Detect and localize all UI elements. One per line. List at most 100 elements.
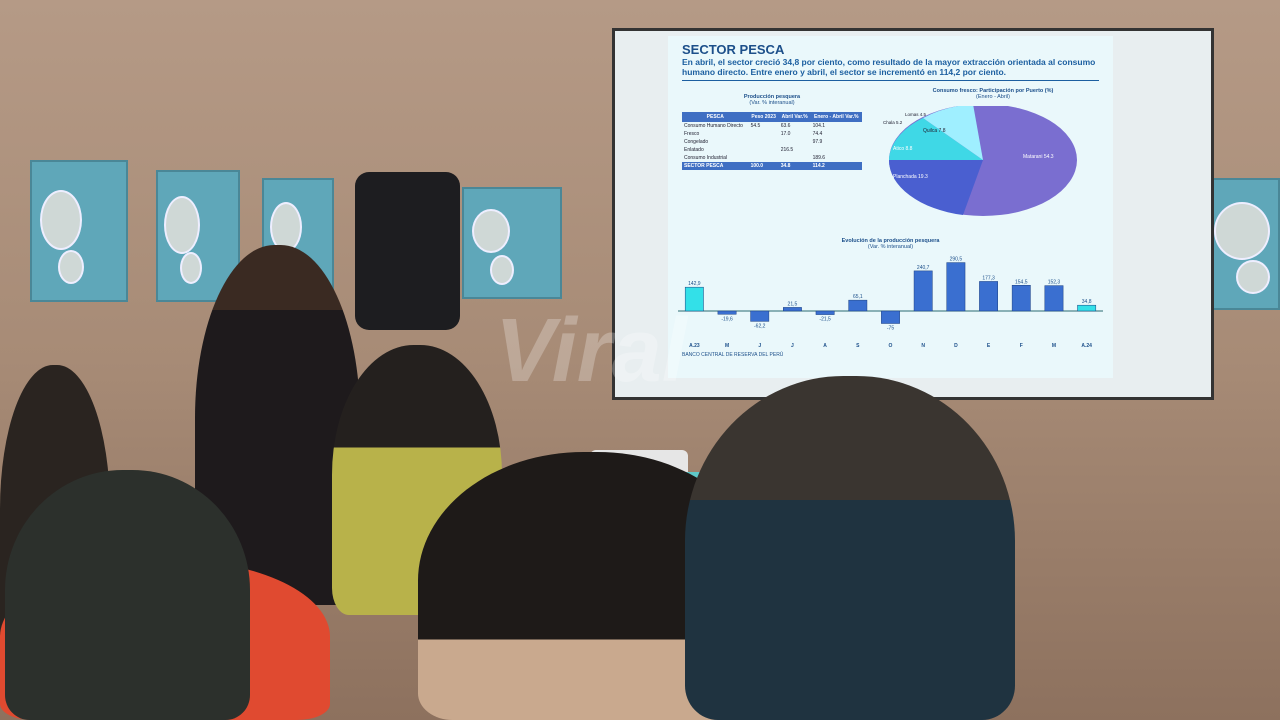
table-cell: Fresco <box>684 131 700 137</box>
bar <box>750 310 770 322</box>
bar <box>1011 285 1031 312</box>
x-tick-label: M <box>1052 343 1056 349</box>
pie-title: Consumo fresco: Participación por Puerto… <box>932 88 1054 94</box>
table-cell: 100.0 <box>748 162 779 170</box>
table-row: Consumo Industrial 189.6 <box>682 154 862 162</box>
table-cell <box>749 138 779 146</box>
x-tick-label: S <box>856 343 860 349</box>
bar <box>783 307 802 312</box>
watermark: Viral <box>495 301 687 401</box>
bar-chart-subtitle: (Var. % interanual) <box>867 244 914 250</box>
table-cell: Consumo Industrial <box>684 155 728 161</box>
pie-label: Matarani 54.3 <box>1023 154 1054 160</box>
wall-poster <box>156 170 240 302</box>
pie-label: Planchada 19.3 <box>893 174 928 180</box>
wall-poster <box>462 187 562 299</box>
wall-poster <box>30 160 128 302</box>
bar-value-label: 21,5 <box>788 301 798 307</box>
pie-subtitle: (Enero - Abril) <box>976 94 1010 100</box>
bar <box>1077 304 1097 312</box>
pie-label: Lomas 4.5 <box>905 112 927 117</box>
pie-slice-quilca <box>923 106 983 160</box>
bar <box>881 310 900 324</box>
table-cell: Enlatado <box>684 147 704 153</box>
bar-value-label: 290,5 <box>950 257 963 263</box>
table-header: PESCA <box>682 112 749 122</box>
table-cell: 34.8 <box>778 162 811 170</box>
table-row: Congelado 97.9 <box>682 138 862 146</box>
bar <box>979 281 998 312</box>
production-table: PESCA Peso 2023 Abril Var.% Enero - Abril V… <box>682 112 862 170</box>
bar-value-label: 177,3 <box>982 275 995 281</box>
bar <box>684 286 704 312</box>
table-header: Enero - Abril Var.% <box>810 112 862 122</box>
loudspeaker <box>355 172 460 330</box>
bar-value-label: 152,3 <box>1048 280 1061 286</box>
table-cell: 189.6 <box>812 155 826 161</box>
slide-footer: BANCO CENTRAL DE RESERVA DEL PERÚ <box>682 352 784 358</box>
x-tick-label: J <box>791 343 794 349</box>
pie-label: Chala 5.2 <box>883 120 903 125</box>
bar-value-label: 142,9 <box>688 281 701 287</box>
table-cell: 114.2 <box>810 162 862 170</box>
table-cell <box>749 130 779 138</box>
table-cell: 74.4 <box>812 131 823 137</box>
x-tick-label: N <box>921 343 925 349</box>
bar-chart-title: Evolución de la producción pesquera <box>841 238 940 244</box>
bar-value-label: -62,2 <box>754 323 766 329</box>
bar-value-label: -19,6 <box>721 316 733 322</box>
x-tick-label: M <box>725 343 729 349</box>
bar-chart: 142,9 A.23 -19,6 M -62,2 J 21,5 J -21,5 A 65,1 S -75… <box>678 257 1103 349</box>
bar <box>913 270 933 312</box>
bar-value-label: -75 <box>887 326 894 332</box>
bar <box>1044 285 1064 312</box>
table-cell <box>749 146 779 154</box>
table-cell <box>749 154 779 162</box>
x-tick-label: A.23 <box>689 343 700 349</box>
table-subtitle: (Var. % interanual) <box>749 100 795 106</box>
wall-poster <box>1204 178 1280 310</box>
pie-label: Quilca 7.8 <box>923 128 946 134</box>
table-total-row: SECTOR PESCA 100.0 34.8 114.2 <box>682 162 862 170</box>
x-tick-label: E <box>987 343 991 349</box>
x-tick-label: D <box>954 343 958 349</box>
table-cell <box>779 154 811 162</box>
table-cell <box>811 146 862 154</box>
table-row: Enlatado 216.5 <box>682 146 862 154</box>
table-cell: Consumo Humano Directo <box>684 123 743 129</box>
bar <box>946 262 966 312</box>
table-cell: 97.9 <box>812 139 823 145</box>
bar-value-label: 34,8 <box>1082 299 1092 305</box>
table-cell: 54.5 <box>750 123 761 129</box>
x-tick-label: A <box>823 343 827 349</box>
pie-chart: Atico 8.8 Quilca 7.8 Planchada 19.3 Mata… <box>883 106 1077 216</box>
x-tick-label: F <box>1020 343 1023 349</box>
presentation-slide: SECTOR PESCA En abril, el sector creció … <box>668 36 1113 378</box>
x-tick-label: A.24 <box>1081 343 1092 349</box>
table-cell: 63.6 <box>780 123 791 129</box>
bar-value-label: 65,1 <box>853 294 863 300</box>
table-title: Producción pesquera <box>743 94 801 100</box>
audience-member <box>5 470 250 720</box>
table-cell: 216.5 <box>780 147 794 153</box>
table-row: Consumo Humano Directo 54.5 63.6 104.1 <box>682 122 862 130</box>
pie-label: Atico 8.8 <box>893 146 913 152</box>
bar <box>848 299 868 312</box>
bar-value-label: -21,5 <box>819 317 831 323</box>
table-cell: 17.0 <box>780 131 791 137</box>
bar <box>717 310 737 315</box>
table-header: Peso 2023 <box>748 112 779 122</box>
bar-value-label: 240,7 <box>917 265 930 271</box>
table-header: Abril Var.% <box>778 112 811 122</box>
table-row: Fresco 17.0 74.4 <box>682 130 862 138</box>
table-cell: SECTOR PESCA <box>682 162 749 170</box>
x-tick-label: O <box>889 343 893 349</box>
table-cell: 104.1 <box>812 123 826 129</box>
bar <box>815 310 835 315</box>
pie-slice-planchada <box>888 160 983 215</box>
table-cell <box>779 138 811 146</box>
bar-value-label: 154,5 <box>1015 279 1028 285</box>
pie-slice-atico <box>889 118 983 160</box>
slide-title: SECTOR PESCA <box>682 42 785 57</box>
audience-member <box>685 376 1015 720</box>
